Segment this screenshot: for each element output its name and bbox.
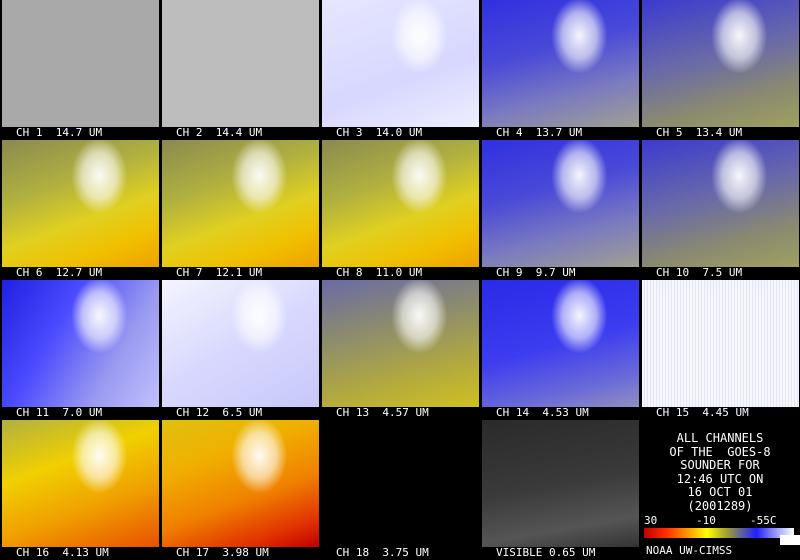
channel-image bbox=[482, 140, 639, 267]
channel-panel: CH 1 14.7 UM bbox=[0, 0, 160, 140]
info-line: 12:46 UTC ON bbox=[676, 471, 764, 486]
channel-label: CH 12 6.5 UM bbox=[176, 406, 263, 419]
legend-tick: 30 bbox=[644, 514, 658, 527]
channel-panel: CH 4 13.7 UM bbox=[480, 0, 640, 140]
channel-image bbox=[642, 0, 799, 127]
color-bar bbox=[644, 528, 794, 538]
channel-panel: CH 14 4.53 UM bbox=[480, 280, 640, 420]
channel-image bbox=[642, 280, 799, 407]
channel-panel: CH 15 4.45 UM bbox=[640, 280, 800, 420]
channel-label: CH 18 3.75 UM bbox=[336, 546, 429, 559]
channel-panel: CH 11 7.0 UM bbox=[0, 280, 160, 420]
channel-image bbox=[2, 420, 159, 547]
channel-label: CH 5 13.4 UM bbox=[656, 126, 743, 139]
channel-image bbox=[482, 420, 639, 547]
channel-image bbox=[642, 140, 799, 267]
credit: NOAA UW-CIMSS bbox=[646, 544, 733, 557]
channel-label: CH 17 3.98 UM bbox=[176, 546, 269, 559]
channel-label: CH 1 14.7 UM bbox=[16, 126, 103, 139]
info-line: SOUNDER FOR bbox=[680, 458, 760, 472]
channel-image bbox=[482, 280, 639, 407]
color-bar-end bbox=[780, 535, 800, 545]
channel-panel: CH 2 14.4 UM bbox=[160, 0, 320, 140]
channel-image bbox=[322, 0, 479, 127]
channel-image bbox=[162, 420, 319, 547]
channel-label: CH 8 11.0 UM bbox=[336, 266, 423, 279]
channel-panel: CH 3 14.0 UM bbox=[320, 0, 480, 140]
channel-panel: CH 18 3.75 UM bbox=[320, 420, 480, 560]
channel-panel: CH 9 9.7 UM bbox=[480, 140, 640, 280]
info-line: OF THE GOES-8 bbox=[669, 444, 771, 459]
legend-tick: -10 bbox=[696, 514, 716, 527]
channel-label: CH 16 4.13 UM bbox=[16, 546, 109, 559]
channel-label: CH 7 12.1 UM bbox=[176, 266, 263, 279]
channel-label: CH 11 7.0 UM bbox=[16, 406, 103, 419]
channel-panel: CH 8 11.0 UM bbox=[320, 140, 480, 280]
channel-panel: CH 12 6.5 UM bbox=[160, 280, 320, 420]
channel-image bbox=[482, 0, 639, 127]
channel-image bbox=[2, 140, 159, 267]
channel-panel: CH 5 13.4 UM bbox=[640, 0, 800, 140]
info-line: (2001289) bbox=[687, 498, 753, 513]
legend-tick: -55C bbox=[750, 514, 777, 527]
channel-image bbox=[322, 420, 479, 547]
channel-label: CH 15 4.45 UM bbox=[656, 406, 749, 419]
channel-panel: CH 17 3.98 UM bbox=[160, 420, 320, 560]
channel-image bbox=[322, 140, 479, 267]
channel-panel: VISIBLE 0.65 UM bbox=[480, 420, 640, 560]
channel-label: CH 13 4.57 UM bbox=[336, 406, 429, 419]
channel-label: CH 9 9.7 UM bbox=[496, 266, 576, 279]
channel-image bbox=[322, 280, 479, 407]
channel-label: CH 6 12.7 UM bbox=[16, 266, 103, 279]
channel-label: CH 4 13.7 UM bbox=[496, 126, 583, 139]
info-lines: ALL CHANNELS OF THE GOES-8 SOUNDER FOR 12:4… bbox=[640, 420, 800, 513]
channel-label: CH 3 14.0 UM bbox=[336, 126, 423, 139]
info-panel: ALL CHANNELS OF THE GOES-8 SOUNDER FOR 12:4… bbox=[640, 420, 800, 560]
channel-label: CH 10 7.5 UM bbox=[656, 266, 743, 279]
info-line: 16 OCT 01 bbox=[687, 485, 753, 499]
channel-image bbox=[2, 280, 159, 407]
channel-label: VISIBLE 0.65 UM bbox=[496, 546, 596, 559]
channel-image bbox=[2, 0, 159, 127]
channel-panel: CH 16 4.13 UM bbox=[0, 420, 160, 560]
channel-label: CH 14 4.53 UM bbox=[496, 406, 589, 419]
channel-label: CH 2 14.4 UM bbox=[176, 126, 263, 139]
channel-image bbox=[162, 0, 319, 127]
channel-panel: CH 13 4.57 UM bbox=[320, 280, 480, 420]
channel-image bbox=[162, 280, 319, 407]
channel-panel: CH 6 12.7 UM bbox=[0, 140, 160, 280]
channel-panel: CH 10 7.5 UM bbox=[640, 140, 800, 280]
channel-panel: CH 7 12.1 UM bbox=[160, 140, 320, 280]
channel-image bbox=[162, 140, 319, 267]
info-line: ALL CHANNELS bbox=[676, 431, 764, 445]
